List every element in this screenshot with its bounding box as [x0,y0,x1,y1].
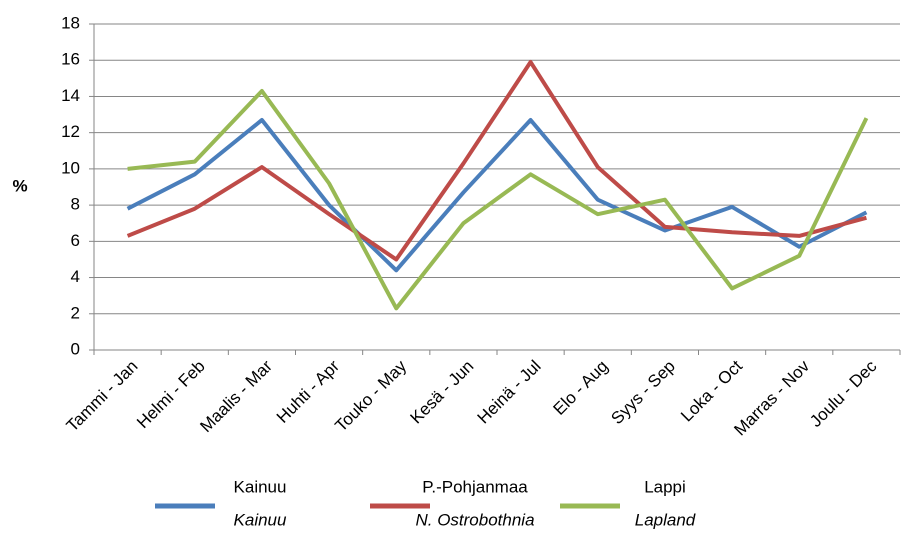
x-tick-label: Kesä - Jun [407,357,478,428]
series-line [127,89,869,311]
x-tick-label: Maalis - Mar [196,356,276,436]
y-tick-label: 12 [61,122,80,141]
legend-label-en: Lapland [635,510,696,529]
y-tick-label: 0 [71,339,80,358]
x-tick-label: Tammi - Jan [63,357,142,436]
y-axis-label: % [12,176,27,195]
series-line [126,117,868,273]
y-tick-label: 8 [71,195,80,214]
legend-label: P.-Pohjanmaa [422,477,528,496]
x-tick-label: Heinä - Jul [474,357,545,428]
x-tick-label: Huhti - Apr [273,356,343,426]
x-tick-label: Loka - Oct [677,356,746,425]
legend-label: Kainuu [234,477,287,496]
legend-label-en: N. Ostrobothnia [415,510,534,529]
y-tick-label: 16 [61,50,80,69]
y-tick-label: 18 [61,13,80,32]
x-tick-label: Touko - May [331,356,410,435]
y-tick-label: 6 [71,231,80,250]
y-tick-label: 14 [61,86,80,105]
legend-label-en: Kainuu [234,510,287,529]
x-tick-label: Elo - Aug [550,357,612,419]
legend-label: Lappi [644,477,686,496]
x-tick-label: Joulu - Dec [806,356,881,431]
y-tick-label: 4 [71,267,80,286]
x-tick-label: Syys - Sep [607,357,679,429]
y-tick-label: 2 [71,303,80,322]
series-line [126,60,867,262]
y-tick-label: 10 [61,158,80,177]
